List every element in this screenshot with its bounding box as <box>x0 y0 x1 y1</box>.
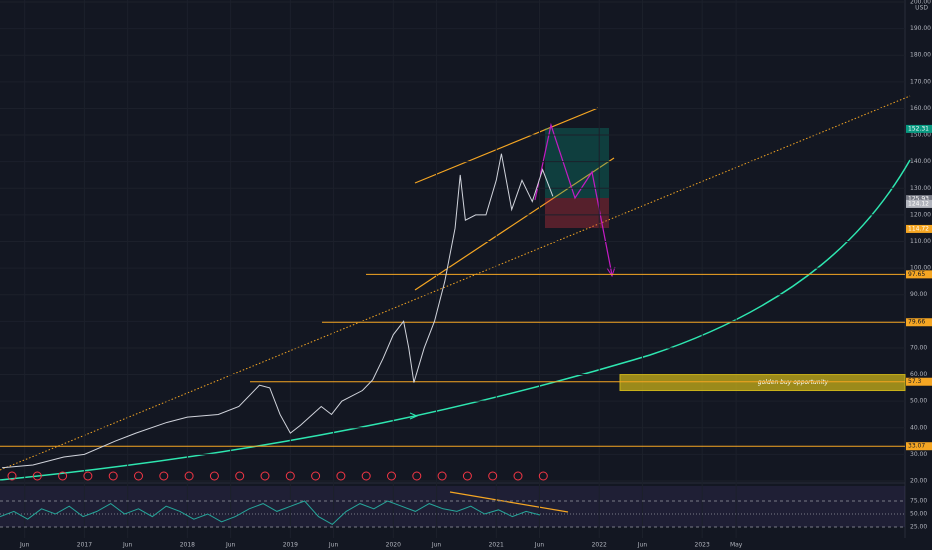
x-tick-label: 2019 <box>283 542 298 549</box>
level-tag <box>906 270 932 279</box>
event-marker <box>134 471 143 481</box>
level-tag <box>906 377 932 386</box>
level-label: 33.07 <box>908 443 925 450</box>
price-tag-label: 152.31 <box>908 125 929 132</box>
event-marker <box>58 471 68 481</box>
channel-top <box>414 107 599 184</box>
x-tick-label: Jun <box>19 542 30 549</box>
price-tag-label: 114.72 <box>908 225 929 232</box>
x-tick-label: 2021 <box>489 542 504 549</box>
x-tick-label: Jun <box>534 542 545 549</box>
event-marker <box>488 471 498 481</box>
price-tag-label: 125.93 <box>908 196 929 203</box>
y-tick-label: 140.00 <box>910 158 931 165</box>
buy-zone <box>619 374 906 392</box>
y-tick-label: 40.00 <box>910 424 927 431</box>
event-marker <box>387 471 396 481</box>
event-marker <box>361 471 371 481</box>
event-marker <box>462 471 472 481</box>
x-tick-label: Jun <box>225 542 236 549</box>
rsi-trendline <box>449 491 569 513</box>
currency: USD <box>915 5 928 12</box>
event-marker <box>513 471 523 481</box>
rsi-line <box>0 500 541 526</box>
event-marker <box>311 471 321 481</box>
dotted-trendline <box>0 95 911 471</box>
rsi-tick-label: 50.00 <box>910 511 927 518</box>
y-tick-label: 20.00 <box>910 478 927 485</box>
rsi-tick-label: 25.00 <box>910 524 927 531</box>
rsi-tick-label: 75.00 <box>910 498 927 505</box>
y-tick-label: 180.00 <box>910 52 931 59</box>
event-marker <box>437 471 447 481</box>
event-marker <box>108 471 118 481</box>
y-tick-label: 160.00 <box>910 105 931 112</box>
level-label: 57.3 <box>908 378 922 385</box>
level-label: 97.65 <box>908 271 925 278</box>
x-tick-label: Jun <box>637 542 648 549</box>
level-tag <box>906 442 932 451</box>
curve-arrow <box>409 412 419 420</box>
y-tick-label: 200.00 <box>910 0 931 6</box>
event-marker <box>412 471 422 481</box>
event-marker <box>336 471 346 481</box>
x-tick-label: 2023 <box>695 542 710 549</box>
y-tick-label: 130.00 <box>910 185 931 192</box>
price-tag <box>906 199 932 208</box>
y-tick-label: 120.00 <box>910 211 931 218</box>
level-label: 79.66 <box>908 319 925 326</box>
event-marker <box>184 471 194 481</box>
y-tick-label: 30.00 <box>910 451 927 458</box>
price-tag-label: 124.12 <box>908 200 929 207</box>
x-tick-label: Jun <box>431 542 442 549</box>
x-tick-label: May <box>730 542 743 549</box>
event-marker <box>538 471 548 481</box>
y-tick-label: 60.00 <box>910 371 927 378</box>
y-tick-label: 170.00 <box>910 78 931 85</box>
event-marker <box>7 471 17 481</box>
x-tick-label: 2018 <box>180 542 195 549</box>
y-tick-label: 190.00 <box>910 25 931 32</box>
growth-curve <box>0 159 911 481</box>
x-tick-label: 2022 <box>592 542 607 549</box>
event-marker <box>260 471 270 481</box>
event-marker <box>235 471 245 481</box>
projection-arrow <box>606 266 616 278</box>
x-tick-label: Jun <box>122 542 133 549</box>
level-tag <box>906 318 932 327</box>
y-tick-label: 50.00 <box>910 398 927 405</box>
event-marker <box>83 471 93 481</box>
price-tag <box>906 195 932 204</box>
y-tick-label: 70.00 <box>910 344 927 351</box>
price-line <box>2 153 554 469</box>
event-marker <box>285 471 295 481</box>
event-marker <box>159 471 169 481</box>
price-tag <box>906 224 932 233</box>
y-tick-label: 110.00 <box>910 238 931 245</box>
y-tick-label: 150.00 <box>910 132 931 139</box>
y-tick-label: 90.00 <box>910 291 927 298</box>
x-tick-label: 2017 <box>77 542 92 549</box>
event-marker <box>32 471 42 481</box>
price-tag <box>906 124 932 133</box>
y-tick-label: 100.00 <box>910 265 931 272</box>
buy-zone-label: golden buy opportunity <box>758 379 829 386</box>
x-tick-label: 2020 <box>386 542 401 549</box>
x-tick-label: Jun <box>328 542 339 549</box>
projection-path <box>534 122 613 276</box>
event-marker <box>209 471 219 481</box>
